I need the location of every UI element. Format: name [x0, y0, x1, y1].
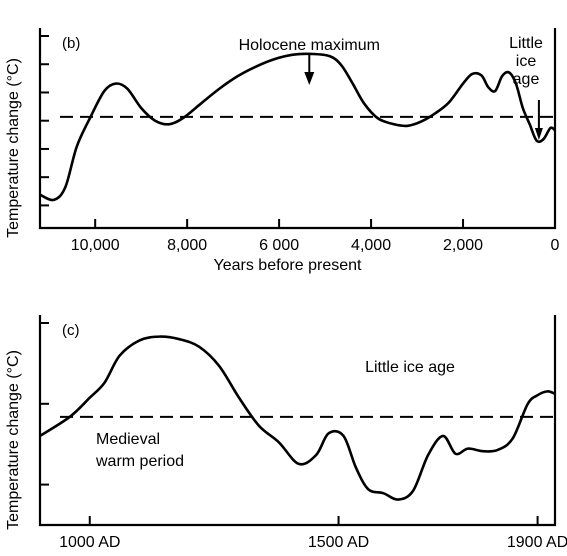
holocene-maximum-annotation: Holocene maximum	[239, 37, 380, 54]
little-ice-age-arrow-head	[534, 128, 543, 140]
little-ice-age-label-line: Little	[509, 35, 543, 52]
little-ice-age-label-line: age	[513, 71, 540, 88]
panel-c-axes	[38, 315, 557, 527]
panel-b-x-tick-label: 8,000	[167, 237, 207, 254]
panel-b-x-tick-label: 2,000	[443, 237, 483, 254]
medieval-warm-period-line: warm period	[95, 453, 184, 470]
panel-c-label: (c)	[62, 322, 80, 339]
panel-b-x-axis-title: Years before present	[214, 257, 363, 274]
panel-c-x-tick-label: 1500 AD	[308, 534, 369, 551]
panel-c-y-axis-title: Temperature change (°C)	[5, 350, 22, 530]
little-ice-age-annotation: Little ice age	[365, 359, 455, 376]
panel-b-label: (b)	[62, 35, 80, 52]
panel-b-x-tick-label: 10,000	[71, 237, 120, 254]
panel-b-axes	[38, 28, 557, 230]
panel-b-y-axis-title: Temperature change (°C)	[5, 58, 22, 238]
medieval-warm-period-line: Medieval	[96, 431, 160, 448]
panel-c-x-tick-label: 1900 AD	[507, 534, 567, 551]
panel-b-x-tick-label: 0	[551, 237, 560, 254]
panel-c-x-tick-label: 1000 AD	[59, 534, 120, 551]
little-ice-age-label-line: ice	[516, 53, 537, 70]
panel-c-series-line	[39, 335, 556, 501]
panel-b-x-tick-label: 4,000	[351, 237, 391, 254]
panel-b-series-line	[39, 52, 556, 202]
holocene-arrow-head	[304, 72, 315, 85]
panel-b-x-tick-label: 6 000	[259, 237, 299, 254]
